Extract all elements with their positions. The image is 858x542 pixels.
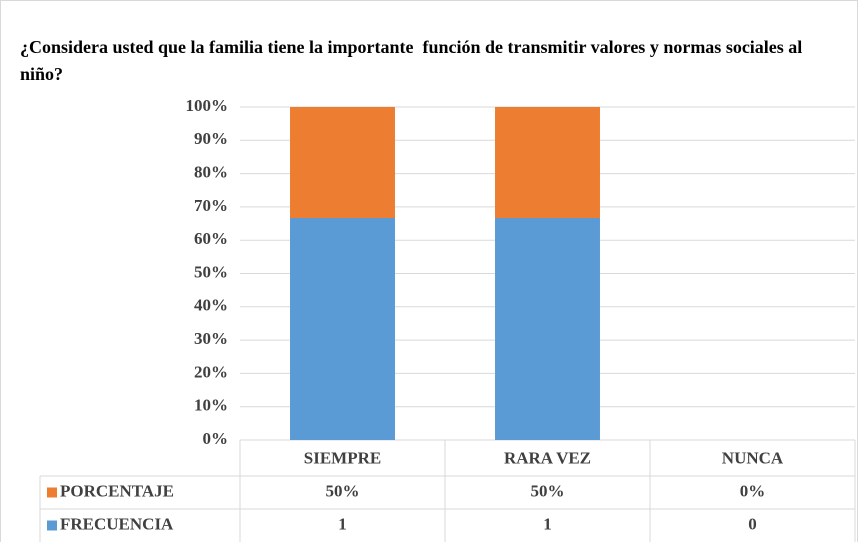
table-value: 1	[543, 514, 552, 533]
x-tick-label: NUNCA	[722, 448, 784, 467]
table-value: 0%	[740, 481, 766, 500]
y-tick-label: 80%	[194, 163, 228, 182]
y-tick-label: 10%	[194, 396, 228, 415]
bar-segment	[290, 218, 395, 440]
y-tick-label: 20%	[194, 362, 228, 381]
x-tick-label: SIEMPRE	[304, 448, 381, 467]
bar-segment	[290, 107, 395, 218]
chart-title: ¿Considera usted que la familia tiene la…	[20, 37, 807, 84]
bar-segment	[495, 218, 600, 440]
legend-swatch	[47, 487, 57, 498]
y-tick-label: 50%	[194, 262, 228, 281]
y-tick-label: 40%	[194, 296, 228, 315]
y-tick-label: 30%	[194, 329, 228, 348]
table-value: 0	[748, 514, 757, 533]
y-tick-label: 60%	[194, 229, 228, 248]
y-tick-label: 100%	[186, 96, 229, 115]
table-value: 50%	[531, 481, 565, 500]
bar-segment	[495, 107, 600, 218]
table-value: 50%	[326, 481, 360, 500]
y-tick-label: 0%	[203, 429, 229, 448]
table-value: 1	[338, 514, 347, 533]
legend-swatch	[47, 520, 57, 531]
y-tick-label: 90%	[194, 129, 228, 148]
legend-label: FRECUENCIA	[60, 514, 174, 533]
x-tick-label: RARA VEZ	[504, 448, 591, 467]
legend-label: PORCENTAJE	[60, 481, 174, 500]
y-tick-label: 70%	[194, 196, 228, 215]
